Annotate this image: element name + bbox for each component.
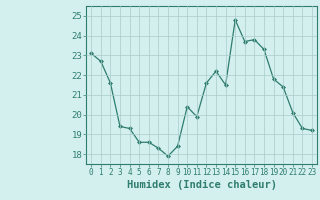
X-axis label: Humidex (Indice chaleur): Humidex (Indice chaleur)	[127, 180, 276, 190]
